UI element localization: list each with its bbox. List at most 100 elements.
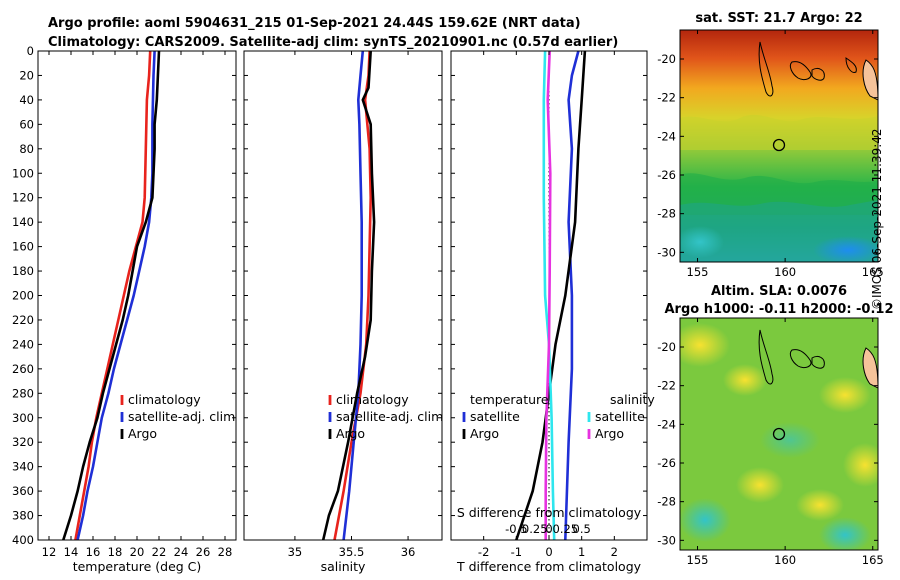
legend-label: climatology [128,392,201,407]
depth-tick-label: 40 [19,93,34,107]
latitude-tick-label: -24 [657,129,676,143]
figure-title-line1: Argo profile: aoml 5904631_215 01-Sep-20… [48,16,581,31]
sst-map: sat. SST: 21.7 Argo: 22 155 160 165 -20 -22 -… [657,11,884,279]
longitude-tick-label: 165 [862,265,884,279]
s-difference-xlabel: S difference from climatology [457,505,642,520]
legend-title-temperature: temperature [470,392,549,407]
latitude-tick-label: -30 [657,533,676,547]
latitude-tick-label: -30 [657,245,676,259]
temperature-xtick-label: 28 [218,545,233,559]
depth-tick-label: 220 [12,313,34,327]
s-difference-tick-label: 0 [545,522,552,536]
depth-tick-label: 380 [12,509,34,523]
latitude-tick-label: -28 [657,495,676,509]
temperature-xlabel: temperature (deg C) [73,559,202,574]
sst-map-frame [679,29,879,263]
temperature-xtick-label: 20 [130,545,145,559]
salinity-panel: 35 35.5 36 salinity climatology satellite-a… [243,50,443,574]
latitude-tick-label: -24 [657,417,676,431]
temperature-xtick-label: 24 [174,545,189,559]
legend-label: satellite-adj. clim [128,409,235,424]
depth-tick-label: 0 [27,44,34,58]
temperature-xtick-label: 22 [152,545,167,559]
legend-label: climatology [336,392,409,407]
diff-xtick-label: 2 [611,545,618,559]
depth-tick-label: 280 [12,386,34,400]
latitude-tick-label: -22 [657,379,676,393]
legend-label: Argo [470,426,499,441]
longitude-tick-label: 160 [774,265,796,279]
temperature-legend: climatology satellite-adj. clim Argo [120,392,235,441]
depth-tick-label: 180 [12,264,34,278]
diff-xtick-label: -2 [478,545,489,559]
diff-xtick-label: 1 [578,545,585,559]
longitude-tick-label: 160 [774,553,796,567]
depth-tick-label: 340 [12,460,34,474]
longitude-tick-label: 165 [862,553,884,567]
legend-label: satellite [470,409,520,424]
sla-field [680,318,878,550]
salinity-xlabel: salinity [321,559,366,574]
depth-tick-label: 160 [12,240,34,254]
imos-timestamp: ©IMOS 06-Sep-2021 11:39:42 [870,128,884,310]
legend-label: Argo [336,426,365,441]
latitude-tick-label: -26 [657,456,676,470]
depth-tick-label: 120 [12,191,34,205]
s-difference-tick-label: -0.25 [518,522,548,536]
sst-field [680,30,878,262]
depth-tick-label: 200 [12,289,34,303]
argo-position-marker-sst [772,138,786,152]
sst-map-title: sat. SST: 21.7 Argo: 22 [695,11,862,26]
depth-tick-label: 60 [19,117,34,131]
legend-title-salinity: salinity [610,392,655,407]
s-difference-tick-label: 0.5 [573,522,591,536]
diff-series-s-argo [544,50,552,540]
depth-tick-label: 300 [12,411,34,425]
salinity-series-argo [321,50,376,541]
diff-series-s-satellite [542,50,556,541]
legend-label: Argo [128,426,157,441]
depth-tick-label: 260 [12,362,34,376]
latitude-tick-label: -20 [657,340,676,354]
temperature-xtick-label: 18 [108,545,123,559]
temperature-xtick-label: 26 [196,545,211,559]
depth-tick-label: 80 [19,142,34,156]
sla-map-subtitle: Argo h1000: -0.11 h2000: -0.12 [664,302,893,317]
depth-tick-label: 400 [12,533,34,547]
temperature-panel: 0 20 40 60 80 100 120 140 160 180 200 220 240 260 280 3… [12,44,237,574]
legend-label: satellite [595,409,645,424]
difference-legend: temperature salinity satellite Argo satellit… [462,392,655,441]
depth-tick-label: 240 [12,337,34,351]
diff-xtick-label: 0 [545,545,552,559]
diff-series-t-argo [515,50,587,541]
s-difference-tick-label: -0.5 [505,522,527,536]
argo-position-marker-sla [772,427,786,441]
longitude-tick-label: 155 [687,553,709,567]
latitude-tick-label: -20 [657,52,676,66]
salinity-xtick-label: 35.5 [339,545,365,559]
legend-label: satellite-adj. clim [336,409,443,424]
temperature-series-argo [62,50,161,541]
sla-map: Altim. SLA: 0.0076 Argo h1000: -0.11 h20… [657,284,893,567]
temperature-series-climatology [74,50,152,541]
depth-tick-label: 140 [12,215,34,229]
s-difference-tick-label: 0.25 [553,522,579,536]
latitude-tick-label: -26 [657,168,676,182]
diff-xtick-label: -1 [511,545,522,559]
temperature-axes-frame [37,50,237,541]
latitude-tick-label: -22 [657,91,676,105]
sla-map-frame [679,317,879,551]
salinity-xtick-label: 36 [401,545,416,559]
difference-panel: -2 -1 0 1 2-0.5-0.250 0.250.5 S difference fr… [450,50,655,574]
longitude-tick-label: 155 [687,265,709,279]
diff-series-t-satellite [564,50,580,541]
temperature-xtick-label: 12 [42,545,57,559]
temperature-xtick-label: 14 [64,545,79,559]
depth-tick-label: 320 [12,435,34,449]
figure-title-line2: Climatology: CARS2009. Satellite-adj cli… [48,35,618,50]
legend-label: Argo [595,426,624,441]
salinity-series-satellite-adj-clim [342,50,365,541]
depth-tick-label: 20 [19,68,34,82]
temperature-xtick-label: 16 [86,545,101,559]
